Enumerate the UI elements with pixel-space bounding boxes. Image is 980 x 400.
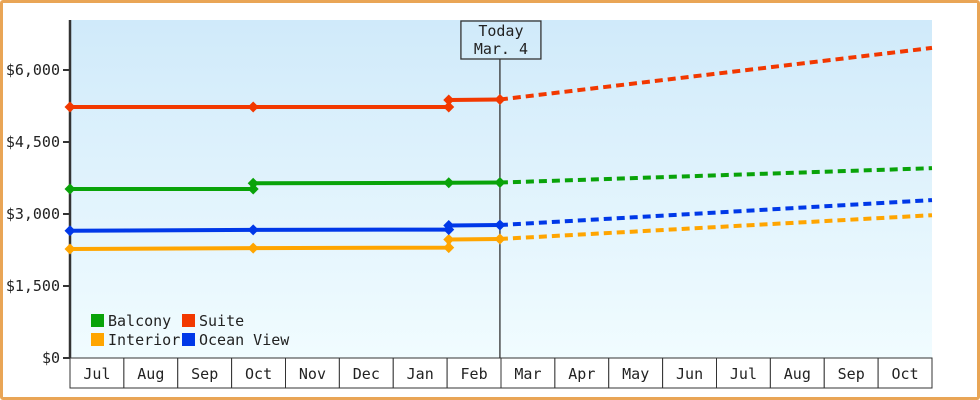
today-title: Today	[478, 22, 523, 40]
month-label: Dec	[353, 365, 380, 383]
month-label: Jan	[407, 365, 434, 383]
month-label: Mar	[514, 365, 541, 383]
series-marker-balcony	[247, 183, 259, 195]
month-label: Jul	[730, 365, 757, 383]
legend-swatch-ocean-view	[182, 333, 195, 346]
series-marker-interior	[443, 242, 455, 254]
month-label: Nov	[299, 365, 326, 383]
series-marker-suite	[247, 101, 259, 113]
series-marker-suite	[64, 101, 76, 113]
series-marker-interior	[443, 233, 455, 245]
month-cell	[823, 357, 879, 389]
month-label: Jul	[83, 365, 110, 383]
series-marker-interior	[494, 233, 506, 245]
month-label: May	[622, 365, 649, 383]
month-cell	[500, 357, 556, 389]
series-marker-balcony	[64, 183, 76, 195]
month-label: Oct	[245, 365, 272, 383]
month-label: Sep	[191, 365, 218, 383]
legend-label-balcony: Balcony	[108, 312, 171, 330]
series-marker-balcony	[443, 177, 455, 189]
series-marker-suite	[494, 94, 506, 106]
today-date: Mar. 4	[474, 40, 528, 58]
today-box	[460, 20, 542, 60]
y-tick-label: $0	[42, 349, 60, 367]
legend-label-suite: Suite	[199, 312, 244, 330]
y-tick-label: $3,000	[6, 205, 60, 223]
series-marker-suite	[443, 101, 455, 113]
series-marker-ocean-view	[494, 219, 506, 231]
legend-label-ocean-view: Ocean View	[199, 331, 290, 349]
series-marker-interior	[64, 243, 76, 255]
series-marker-ocean-view	[443, 220, 455, 232]
y-tick-label: $6,000	[6, 61, 60, 79]
month-label: Oct	[892, 365, 919, 383]
month-cell	[716, 357, 771, 389]
month-label: Aug	[784, 365, 811, 383]
series-projection-suite	[499, 45, 933, 102]
legend-label-interior: Interior	[108, 331, 180, 349]
legend-swatch-suite	[182, 314, 195, 327]
series-projection-ocean-view	[499, 198, 933, 228]
month-cell	[69, 357, 125, 389]
month-cell	[231, 357, 286, 389]
month-cell	[662, 357, 717, 389]
series-marker-ocean-view	[64, 225, 76, 237]
series-projection-balcony	[499, 166, 933, 185]
month-cell	[608, 357, 664, 389]
month-cell	[177, 357, 233, 389]
month-cell	[769, 357, 825, 389]
month-label: Sep	[838, 365, 865, 383]
series-marker-balcony	[494, 177, 506, 189]
y-tick-label: $4,500	[6, 133, 60, 151]
month-cell	[554, 357, 610, 389]
month-label: Apr	[568, 365, 595, 383]
month-label: Jun	[676, 365, 703, 383]
month-label: Aug	[137, 365, 164, 383]
legend-swatch-balcony	[91, 314, 104, 327]
month-cell	[123, 357, 179, 389]
month-cell	[285, 357, 340, 389]
y-tick-label: $1,500	[6, 277, 60, 295]
legend-swatch-interior	[91, 333, 104, 346]
price-history-chart: Jul Aug Sep Oct Nov Dec Jan Feb Mar Apr May Jun Jul A…	[6, 20, 933, 389]
series-marker-interior	[247, 242, 259, 254]
series-projection-interior	[499, 213, 933, 241]
month-cell	[446, 357, 502, 389]
month-cell	[877, 357, 933, 389]
month-cell	[338, 357, 394, 389]
series-marker-suite	[443, 94, 455, 106]
month-label: Feb	[461, 365, 488, 383]
series-marker-balcony	[247, 177, 259, 189]
series-marker-ocean-view	[247, 224, 259, 236]
